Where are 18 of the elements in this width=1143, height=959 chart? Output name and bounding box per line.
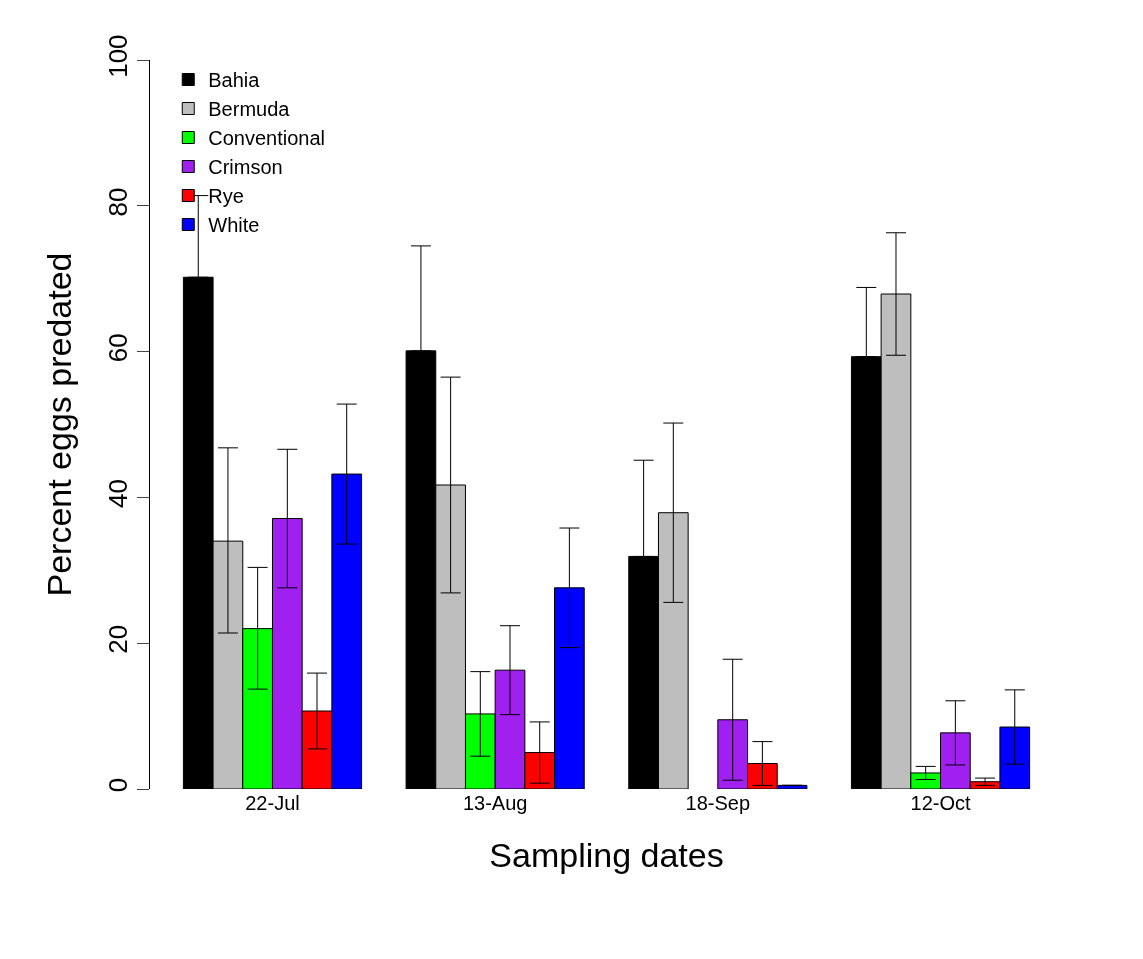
legend-label: Conventional: [208, 127, 326, 150]
y-tick-label: 40: [102, 479, 133, 508]
y-tick-label: 60: [102, 333, 133, 363]
y-tick-label: 80: [102, 187, 133, 217]
y-tick-label: 100: [102, 34, 133, 78]
x-axis-title: Sampling dates: [489, 836, 724, 875]
legend-label: Bermuda: [208, 98, 291, 121]
y-axis-title: Percent eggs predated: [40, 252, 79, 597]
y-tick-label: 20: [102, 624, 133, 654]
x-tick-label: 13-Aug: [462, 792, 528, 814]
legend-label: Crimson: [208, 156, 283, 179]
legend-label: White: [208, 214, 260, 237]
legend-label: Rye: [208, 185, 244, 208]
x-tick-label: 18-Sep: [685, 792, 751, 814]
x-tick-label: 22-Jul: [245, 792, 300, 814]
x-tick-label: 12-Oct: [910, 792, 971, 814]
legend-label: Bahia: [208, 69, 261, 92]
y-tick-label: 0: [102, 777, 133, 793]
